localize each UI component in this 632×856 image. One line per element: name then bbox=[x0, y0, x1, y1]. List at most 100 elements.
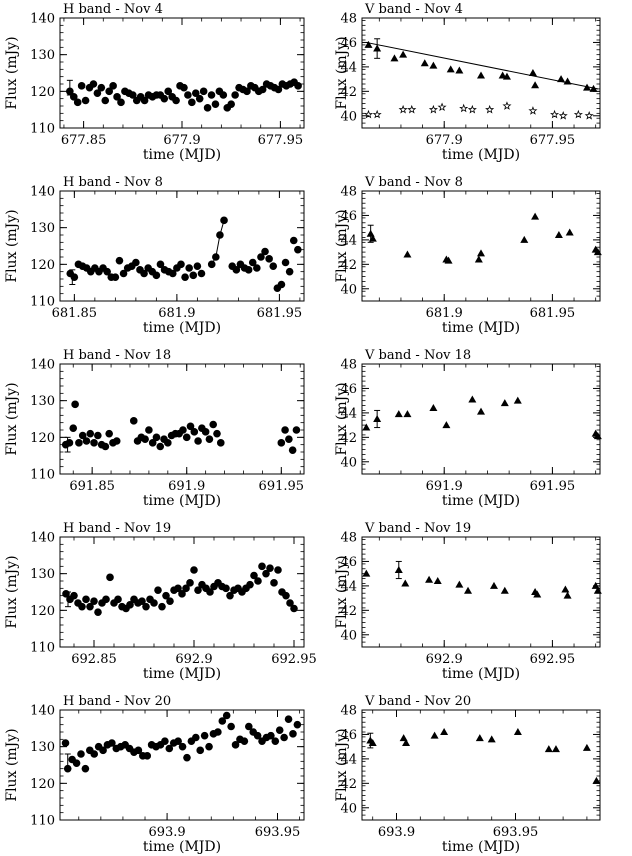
panel-title: H band - Nov 8 bbox=[63, 175, 163, 190]
y-tick-label: 44 bbox=[340, 579, 357, 594]
y-tick-label: 46 bbox=[340, 209, 357, 224]
data-point bbox=[150, 599, 158, 607]
y-tick-label: 140 bbox=[30, 704, 55, 719]
data-point bbox=[475, 734, 484, 742]
data-point bbox=[557, 75, 566, 83]
data-point bbox=[433, 577, 442, 584]
y-tick-label: 110 bbox=[30, 122, 55, 137]
data-point bbox=[148, 439, 157, 447]
x-tick-label: 677.9 bbox=[163, 133, 200, 148]
data-point bbox=[442, 421, 451, 429]
data-point bbox=[138, 597, 146, 605]
x-tick-label: 681.9 bbox=[426, 306, 463, 321]
data-point bbox=[364, 40, 373, 48]
x-axis-label: time (MJD) bbox=[143, 839, 221, 855]
data-point bbox=[152, 433, 161, 442]
data-point bbox=[253, 264, 261, 272]
data-point bbox=[420, 59, 429, 67]
y-tick-label: 110 bbox=[30, 468, 55, 483]
data-point bbox=[240, 737, 249, 745]
comparison-star-point bbox=[485, 104, 495, 114]
data-point bbox=[464, 586, 473, 594]
data-point bbox=[402, 739, 411, 746]
data-point bbox=[258, 562, 266, 571]
data-point bbox=[582, 743, 591, 751]
panel-title: H band - Nov 19 bbox=[63, 521, 171, 536]
y-tick-label: 48 bbox=[340, 12, 357, 27]
data-point bbox=[528, 69, 537, 76]
y-tick-label: 120 bbox=[30, 85, 55, 100]
data-point bbox=[90, 750, 99, 758]
data-point bbox=[244, 722, 253, 731]
data-point bbox=[281, 426, 289, 434]
x-tick-label: 691.9 bbox=[168, 479, 205, 494]
y-tick-label: 42 bbox=[340, 85, 357, 100]
panel-title: H band - Nov 20 bbox=[63, 694, 171, 709]
data-point bbox=[199, 87, 208, 96]
y-axis-label: Flux (mJy) bbox=[4, 36, 20, 109]
x-axis-label: time (MJD) bbox=[143, 493, 221, 509]
y-tick-label: 110 bbox=[30, 641, 55, 656]
y-tick-label: 130 bbox=[30, 221, 55, 236]
data-point bbox=[373, 415, 382, 422]
data-point bbox=[166, 597, 174, 605]
comparison-star-point bbox=[459, 103, 469, 113]
x-axis-label: time (MJD) bbox=[143, 147, 221, 163]
data-point bbox=[129, 417, 138, 425]
y-tick-label: 46 bbox=[340, 555, 357, 570]
data-point bbox=[117, 98, 125, 107]
x-tick-label: 693.95 bbox=[255, 825, 301, 840]
data-point bbox=[184, 91, 192, 99]
data-point bbox=[403, 410, 412, 418]
data-point bbox=[399, 50, 408, 58]
comparison-star-point bbox=[363, 109, 374, 119]
data-point bbox=[218, 717, 227, 725]
y-axis-label: Flux (mJy) bbox=[4, 555, 20, 628]
data-point bbox=[227, 722, 235, 731]
data-point bbox=[277, 280, 286, 289]
data-point bbox=[368, 234, 377, 242]
y-tick-label: 120 bbox=[30, 258, 55, 273]
panel-title: H band - Nov 4 bbox=[63, 2, 163, 17]
data-point bbox=[205, 435, 214, 443]
y-axis-label: Flux (mJy) bbox=[4, 209, 20, 282]
data-point bbox=[271, 737, 280, 745]
y-tick-label: 140 bbox=[30, 185, 55, 200]
data-point bbox=[254, 577, 262, 585]
data-point bbox=[99, 746, 107, 755]
data-point bbox=[143, 752, 152, 760]
data-point bbox=[140, 269, 148, 278]
data-point bbox=[290, 604, 298, 613]
x-axis-label: time (MJD) bbox=[143, 666, 221, 682]
data-point bbox=[373, 44, 382, 52]
x-tick-label: 677.95 bbox=[258, 133, 304, 148]
panel-title: V band - Nov 20 bbox=[364, 694, 471, 709]
data-point bbox=[102, 595, 110, 604]
x-tick-label: 681.95 bbox=[530, 306, 576, 321]
x-tick-label: 681.85 bbox=[52, 306, 98, 321]
y-tick-label: 140 bbox=[30, 358, 55, 373]
y-tick-label: 130 bbox=[30, 740, 55, 755]
data-point bbox=[93, 89, 102, 97]
data-point bbox=[285, 435, 293, 443]
data-point bbox=[513, 728, 522, 735]
data-point bbox=[78, 602, 86, 611]
data-point bbox=[390, 54, 399, 62]
data-point bbox=[205, 742, 213, 751]
comparison-star-point bbox=[428, 104, 438, 114]
y-axis-label: Flux (mJy) bbox=[4, 728, 20, 801]
data-point bbox=[399, 734, 408, 742]
y-axis-label: Flux (mJy) bbox=[334, 36, 350, 109]
data-point bbox=[250, 571, 258, 580]
data-point bbox=[232, 266, 241, 274]
data-point bbox=[368, 739, 377, 746]
data-point bbox=[65, 439, 74, 447]
data-point bbox=[89, 80, 98, 88]
data-point bbox=[444, 256, 453, 264]
data-point bbox=[289, 730, 297, 738]
data-point bbox=[188, 98, 196, 107]
data-point bbox=[178, 590, 186, 598]
data-point bbox=[72, 759, 81, 767]
data-point bbox=[274, 85, 283, 94]
data-point bbox=[244, 266, 253, 274]
